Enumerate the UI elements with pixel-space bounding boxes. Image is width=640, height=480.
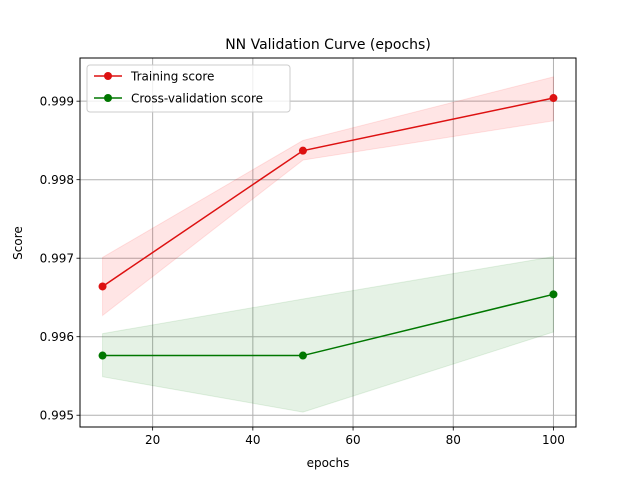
x-tick-label: 20 [145,433,160,447]
y-axis-label: Score [11,226,25,260]
y-tick-label: 0.998 [40,173,74,187]
data-point-cross-validation [299,352,307,360]
legend-marker-training [104,72,112,80]
legend: Training score Cross-validation score [87,65,290,112]
data-point-training [299,147,307,155]
x-tick-label: 40 [245,433,260,447]
x-tick-label: 100 [542,433,565,447]
y-tick-label: 0.999 [40,95,74,109]
y-tick-label: 0.995 [40,409,74,423]
x-tick-label: 60 [345,433,360,447]
data-point-training [549,94,557,102]
y-tick-label: 0.996 [40,330,74,344]
chart-title: NN Validation Curve (epochs) [225,37,431,53]
data-point-training [99,282,107,290]
legend-label-training: Training score [130,70,214,84]
legend-label-cross-validation: Cross-validation score [131,92,263,106]
data-point-cross-validation [549,290,557,298]
y-tick-label: 0.997 [40,252,74,266]
legend-marker-cross-validation [104,94,112,102]
x-axis-label: epochs [307,456,350,470]
data-point-cross-validation [99,352,107,360]
x-tick-label: 80 [446,433,461,447]
